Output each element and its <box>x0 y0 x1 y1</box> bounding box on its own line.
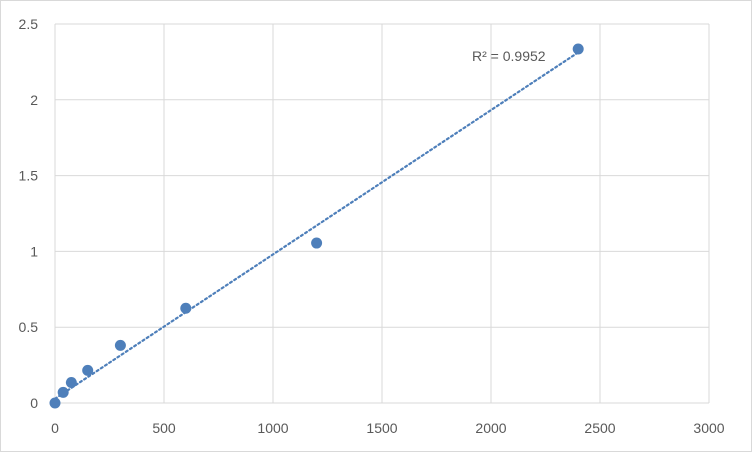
x-tick-label-1: 500 <box>152 420 176 436</box>
y-tick-label-4: 2 <box>30 92 38 108</box>
y-tick-label-2: 1 <box>30 243 38 259</box>
y-tick-label-3: 1.5 <box>19 168 39 184</box>
data-point-0-4 <box>114 339 126 351</box>
r-squared-label: R² = 0.9952 <box>472 48 546 64</box>
y-tick-label-0: 0 <box>30 395 38 411</box>
data-point-0-0 <box>49 397 61 409</box>
x-tick-labels: 0 500 1000 1500 2000 2500 3000 <box>51 420 725 436</box>
data-point-0-3 <box>82 364 94 376</box>
x-tick-label-2: 1000 <box>257 420 288 436</box>
x-tick-label-3: 1500 <box>366 420 397 436</box>
gridlines <box>54 23 710 404</box>
x-tick-label-6: 3000 <box>693 420 724 436</box>
x-tick-label-4: 2000 <box>475 420 506 436</box>
data-point-0-6 <box>311 237 323 249</box>
y-tick-label-1: 0.5 <box>19 319 39 335</box>
data-point-0-5 <box>180 302 192 314</box>
trendline <box>53 51 580 400</box>
data-point-0-2 <box>65 377 77 389</box>
data-point-0-7 <box>572 43 584 55</box>
x-tick-label-5: 2500 <box>584 420 615 436</box>
data-point-0-1 <box>57 386 69 398</box>
y-tick-label-5: 2.5 <box>19 16 39 32</box>
y-tick-labels: 0 0.5 1 1.5 2 2.5 <box>19 16 39 411</box>
trendline-layer <box>53 51 580 400</box>
x-tick-label-0: 0 <box>51 420 59 436</box>
data-points <box>49 43 584 409</box>
